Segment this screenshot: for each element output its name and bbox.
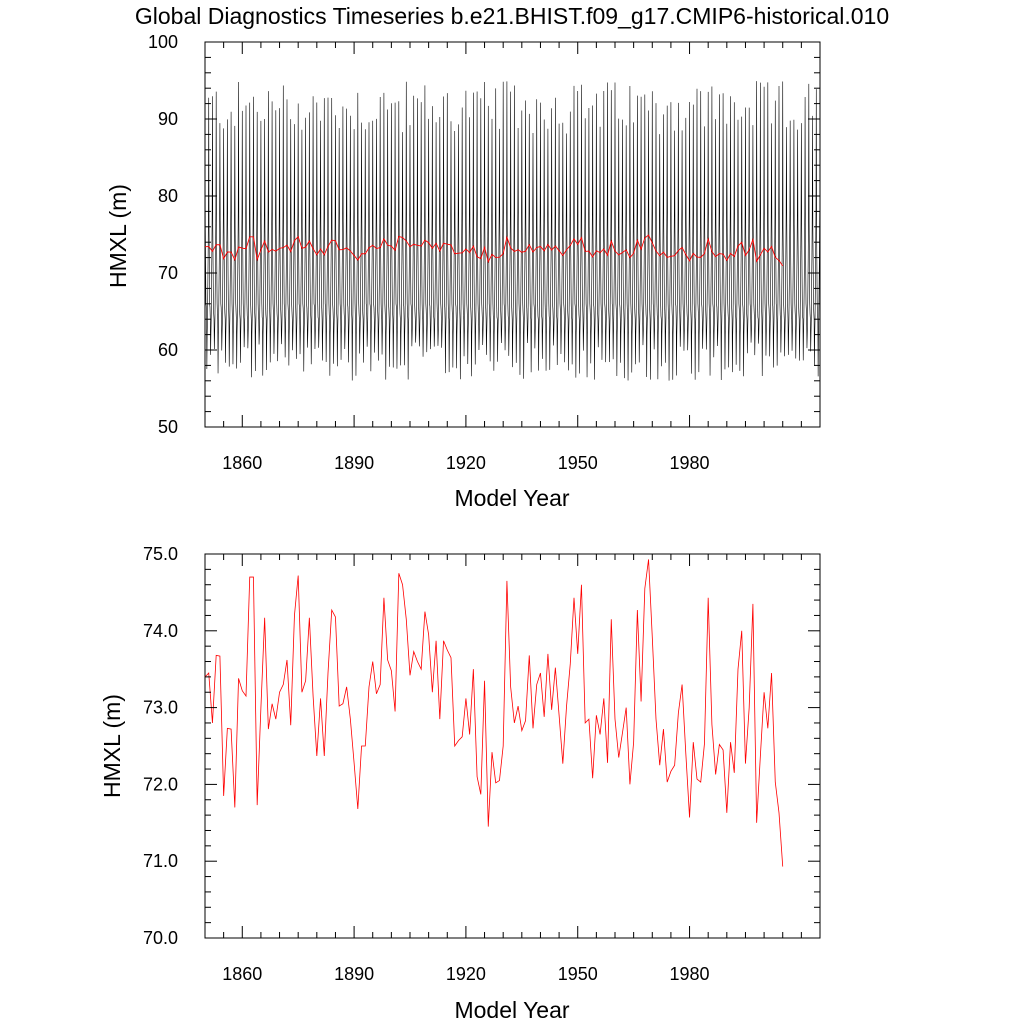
top-panel: 1860 1890 1920 1950 1980 50 60 70 80 90 100 Model … <box>105 32 820 511</box>
bottom-x-tick-label: 1950 <box>558 964 598 984</box>
top-x-axis-title: Model Year <box>454 485 569 511</box>
top-monthly-line <box>205 81 820 381</box>
bottom-panel: 1860 1890 1920 1950 1980 70.0 71.0 72.0 73.0 74.0… <box>99 544 820 1023</box>
top-x-tick-label: 1980 <box>670 453 710 473</box>
bottom-y-tick-label: 72.0 <box>143 774 178 794</box>
top-x-tick-label: 1950 <box>558 453 598 473</box>
top-y-tick-label: 80 <box>158 186 178 206</box>
top-y-tick-label: 70 <box>158 263 178 283</box>
bottom-annual-series <box>205 559 783 866</box>
top-plot-frame <box>205 42 820 427</box>
top-x-tick-label: 1860 <box>222 453 262 473</box>
bottom-plot-frame <box>205 554 820 938</box>
bottom-x-tick-label: 1980 <box>670 964 710 984</box>
top-x-tick-label: 1890 <box>334 453 374 473</box>
top-y-tick-label: 60 <box>158 340 178 360</box>
top-y-tick-label: 50 <box>158 417 178 437</box>
figure-title: Global Diagnostics Timeseries b.e21.BHIS… <box>135 3 889 29</box>
top-y-axis-title: HMXL (m) <box>105 184 131 288</box>
bottom-y-tick-label: 70.0 <box>143 928 178 948</box>
bottom-y-tick-label: 73.0 <box>143 698 178 718</box>
bottom-y-tick-label: 71.0 <box>143 851 178 871</box>
top-y-tick-label: 100 <box>148 32 178 52</box>
top-y-tick-label: 90 <box>158 109 178 129</box>
bottom-x-tick-label: 1860 <box>222 964 262 984</box>
bottom-x-axis-title: Model Year <box>454 997 569 1023</box>
bottom-x-tick-label: 1920 <box>446 964 486 984</box>
bottom-y-axis-title: HMXL (m) <box>99 694 125 798</box>
bottom-annual-line <box>205 559 783 866</box>
top-x-tick-label: 1920 <box>446 453 486 473</box>
bottom-y-tick-label: 74.0 <box>143 621 178 641</box>
bottom-x-tick-label: 1890 <box>334 964 374 984</box>
bottom-y-tick-label: 75.0 <box>143 544 178 564</box>
top-monthly-series <box>205 81 820 381</box>
